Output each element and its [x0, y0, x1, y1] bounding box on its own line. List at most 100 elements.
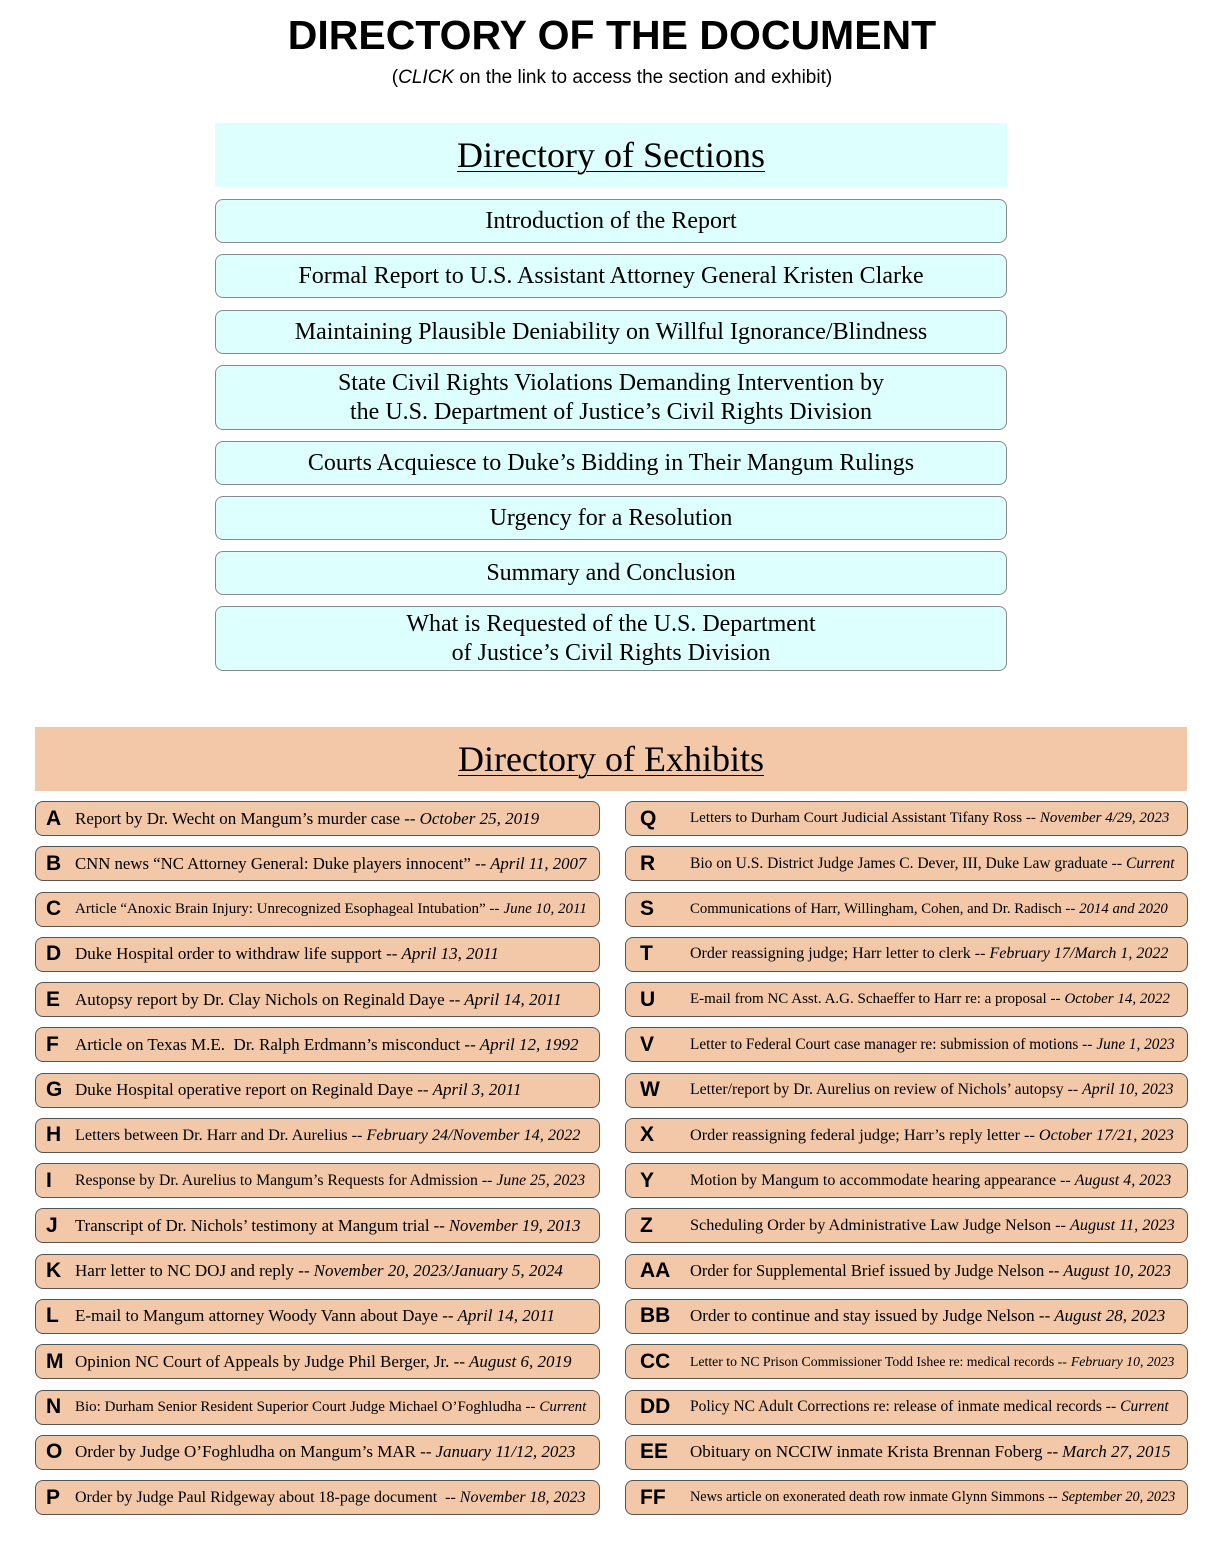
exhibit-letter: AA — [640, 1259, 671, 1283]
exhibit-text: Transcript of Dr. Nichols’ testimony at … — [75, 1215, 445, 1235]
exhibit-link[interactable]: C Article “Anoxic Brain Injury: Unrecogni… — [35, 891, 600, 927]
subtitle-text: on the link to access the section and ex… — [454, 67, 833, 88]
exhibit-link[interactable]: N Bio: Durham Senior Resident Superior Co… — [35, 1389, 600, 1425]
exhibit-text: CNN news “NC Attorney General: Duke play… — [75, 853, 487, 873]
exhibit-letter: Y — [640, 1168, 655, 1192]
exhibit-date: June 10, 2011 — [503, 900, 587, 917]
exhibit-link[interactable]: FF News article on exonerated death row i… — [625, 1480, 1188, 1516]
exhibit-text: Obituary on NCCIW inmate Krista Brennan … — [690, 1442, 1059, 1462]
exhibit-date: October 17/21, 2023 — [1038, 1125, 1174, 1144]
exhibit-text: Letters between Dr. Harr and Dr. Aureliu… — [75, 1125, 363, 1144]
exhibit-date: October 14, 2022 — [1064, 991, 1170, 1008]
exhibit-date: August 11, 2023 — [1069, 1216, 1175, 1235]
exhibit-date: Current — [1125, 854, 1175, 872]
exhibit-letter: E — [46, 987, 61, 1011]
exhibit-date: August 28, 2023 — [1054, 1306, 1166, 1326]
exhibit-text: Duke Hospital order to withdraw life sup… — [75, 944, 398, 964]
exhibit-link[interactable]: L E-mail to Mangum attorney Woody Vann ab… — [35, 1298, 600, 1334]
exhibit-letter: U — [640, 987, 656, 1011]
exhibit-letter: S — [640, 897, 655, 921]
exhibit-link[interactable]: U E-mail from NC Asst. A.G. Schaeffer to … — [625, 982, 1188, 1018]
exhibit-text: Order reassigning federal judge; Harr’s … — [690, 1125, 1035, 1144]
exhibit-link[interactable]: K Harr letter to NC DOJ and reply -- Novem… — [35, 1253, 600, 1289]
exhibit-link[interactable]: AA Order for Supplemental Brief issued by… — [625, 1253, 1188, 1289]
exhibit-link[interactable]: S Communications of Harr, Willingham, Coh… — [625, 891, 1188, 927]
section-link[interactable]: Courts Acquiesce to Duke’s Bidding in Th… — [215, 441, 1007, 485]
exhibit-link[interactable]: I Response by Dr. Aurelius to Mangum’s Re… — [35, 1163, 600, 1199]
exhibit-link[interactable]: O Order by Judge O’Foghludha on Mangum’s … — [35, 1434, 600, 1470]
exhibit-letter: F — [46, 1032, 59, 1056]
exhibit-link[interactable]: P Order by Judge Paul Ridgeway about 18-p… — [35, 1480, 600, 1516]
exhibit-letter: H — [46, 1123, 62, 1147]
exhibit-link[interactable]: X Order reassigning federal judge; Harr’s… — [625, 1117, 1188, 1153]
exhibit-text: Opinion NC Court of Appeals by Judge Phi… — [75, 1351, 465, 1371]
exhibit-link[interactable]: T Order reassigning judge; Harr letter to… — [625, 936, 1188, 972]
exhibit-letter: V — [640, 1032, 655, 1056]
exhibit-link[interactable]: D Duke Hospital order to withdraw life su… — [35, 936, 600, 972]
exhibit-link[interactable]: DD Policy NC Adult Corrections re: releas… — [625, 1389, 1188, 1425]
exhibit-letter: I — [46, 1168, 52, 1192]
exhibit-link[interactable]: F Article on Texas M.E. Dr. Ralph Erdmann… — [35, 1027, 600, 1063]
exhibit-text: Order by Judge Paul Ridgeway about 18-pa… — [75, 1488, 456, 1506]
sections-header: Directory of Sections — [215, 123, 1007, 187]
exhibit-text: Report by Dr. Wecht on Mangum’s murder c… — [75, 808, 416, 828]
section-label: What is Requested of the U.S. Department — [406, 610, 816, 637]
exhibit-link[interactable]: G Duke Hospital operative report on Regin… — [35, 1072, 600, 1108]
exhibit-text: Response by Dr. Aurelius to Mangum’s Req… — [75, 1171, 493, 1189]
exhibit-text: E-mail to Mangum attorney Woody Vann abo… — [75, 1306, 454, 1326]
exhibit-letter: EE — [640, 1440, 669, 1464]
exhibit-date: August 6, 2019 — [468, 1351, 572, 1371]
exhibit-letter: L — [46, 1304, 59, 1328]
exhibit-letter: W — [640, 1078, 660, 1102]
exhibit-date: April 13, 2011 — [401, 944, 499, 964]
exhibit-link[interactable]: V Letter to Federal Court case manager re… — [625, 1027, 1188, 1063]
exhibit-link[interactable]: J Transcript of Dr. Nichols’ testimony at… — [35, 1208, 600, 1244]
exhibit-link[interactable]: E Autopsy report by Dr. Clay Nichols on R… — [35, 982, 600, 1018]
section-link[interactable]: Introduction of the Report — [215, 199, 1007, 243]
exhibit-letter: Z — [640, 1213, 653, 1237]
exhibit-link[interactable]: R Bio on U.S. District Judge James C. Dev… — [625, 846, 1188, 882]
exhibit-link[interactable]: A Report by Dr. Wecht on Mangum’s murder … — [35, 801, 600, 836]
exhibit-link[interactable]: M Opinion NC Court of Appeals by Judge Ph… — [35, 1344, 600, 1380]
exhibit-link[interactable]: CC Letter to NC Prison Commissioner Todd … — [625, 1344, 1188, 1380]
exhibit-date: 2014 and 2020 — [1079, 900, 1168, 917]
subtitle-text: ( — [391, 67, 399, 88]
exhibit-date: October 25, 2019 — [419, 808, 540, 828]
exhibit-date: April 12, 1992 — [479, 1034, 579, 1054]
section-link[interactable]: Maintaining Plausible Deniability on Wil… — [215, 310, 1007, 354]
exhibit-link[interactable]: W Letter/report by Dr. Aurelius on review… — [625, 1072, 1188, 1108]
exhibit-letter: X — [640, 1123, 655, 1147]
section-link[interactable]: State Civil Rights Violations Demanding … — [215, 365, 1007, 430]
title: DIRECTORY OF THE DOCUMENT — [287, 12, 937, 58]
exhibits-title: Directory of Exhibits — [458, 739, 764, 779]
section-label: of Justice’s Civil Rights Division — [451, 639, 771, 666]
exhibit-link[interactable]: Z Scheduling Order by Administrative Law … — [625, 1208, 1188, 1244]
section-label: Courts Acquiesce to Duke’s Bidding in Th… — [307, 449, 915, 476]
exhibit-date: March 27, 2015 — [1062, 1442, 1171, 1462]
section-link[interactable]: Summary and Conclusion — [215, 551, 1007, 595]
exhibit-link[interactable]: BB Order to continue and stay issued by J… — [625, 1298, 1188, 1334]
exhibit-date: September 20, 2023 — [1061, 1489, 1176, 1506]
exhibit-link[interactable]: H Letters between Dr. Harr and Dr. Aureli… — [35, 1117, 600, 1153]
exhibit-text: Order to continue and stay issued by Jud… — [690, 1306, 1051, 1326]
section-label: Formal Report to U.S. Assistant Attorney… — [298, 262, 924, 289]
exhibit-text: Motion by Mangum to accommodate hearing … — [690, 1171, 1071, 1189]
exhibit-letter: DD — [640, 1395, 671, 1418]
section-label: the U.S. Department of Justice’s Civil R… — [350, 398, 872, 425]
exhibit-text: Duke Hospital operative report on Regina… — [75, 1080, 429, 1100]
exhibit-link[interactable]: Y Motion by Mangum to accommodate hearing… — [625, 1163, 1188, 1199]
section-link[interactable]: Formal Report to U.S. Assistant Attorney… — [215, 254, 1007, 298]
exhibit-link[interactable]: B CNN news “NC Attorney General: Duke pla… — [35, 846, 600, 882]
exhibit-link[interactable]: Q Letters to Durham Court Judicial Assist… — [625, 801, 1188, 836]
exhibit-date: February 17/March 1, 2022 — [989, 945, 1169, 963]
exhibits-header: Directory of Exhibits — [35, 727, 1187, 791]
exhibit-letter: N — [46, 1395, 62, 1418]
section-link[interactable]: Urgency for a Resolution — [215, 496, 1007, 540]
section-link[interactable]: What is Requested of the U.S. Department… — [215, 606, 1007, 671]
subtitle: (CLICK on the link to access the section… — [0, 67, 1224, 89]
exhibit-text: Autopsy report by Dr. Clay Nichols on Re… — [75, 989, 461, 1009]
exhibit-link[interactable]: EE Obituary on NCCIW inmate Krista Brenna… — [625, 1434, 1188, 1470]
exhibit-date: November 20, 2023/January 5, 2024 — [313, 1261, 563, 1281]
exhibit-letter: BB — [640, 1304, 671, 1328]
